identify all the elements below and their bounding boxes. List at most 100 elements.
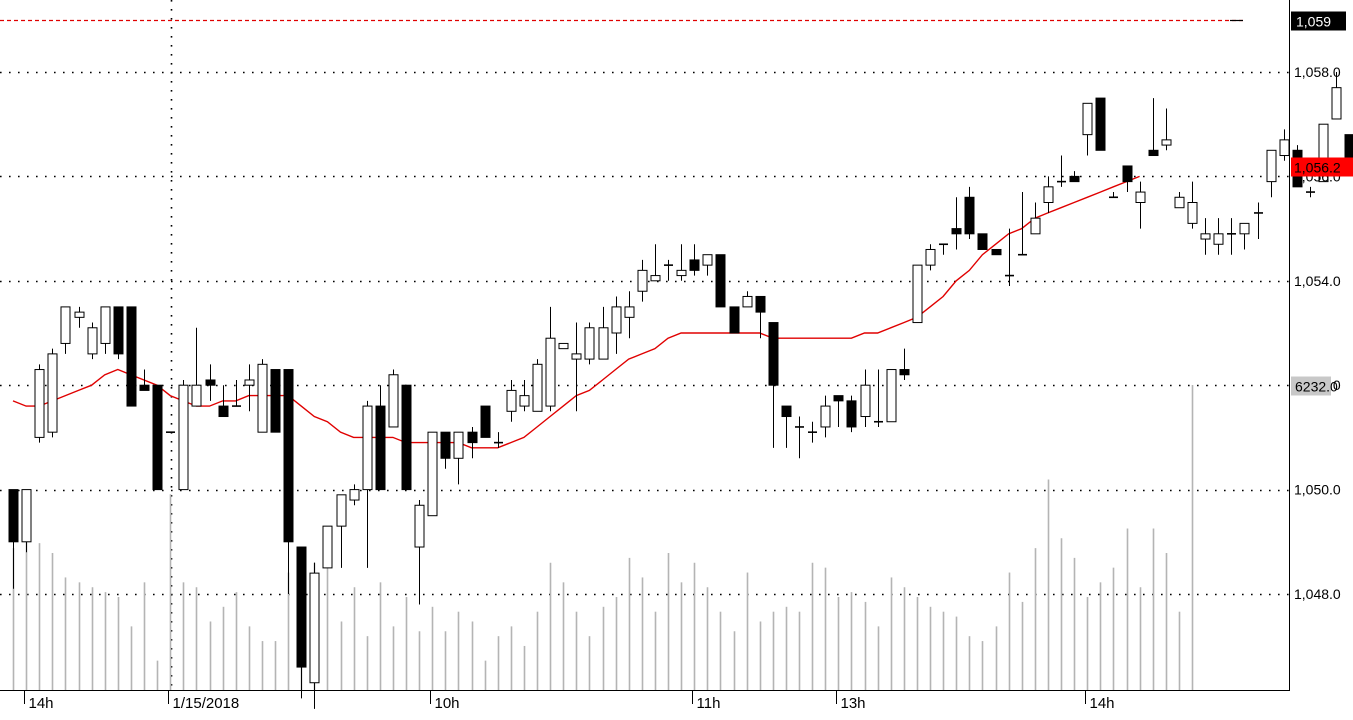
candle-body: [507, 390, 516, 411]
volume-bars: [14, 385, 1193, 690]
candle-body: [310, 573, 319, 683]
candle-body: [245, 380, 254, 385]
candle: [192, 328, 201, 406]
candle: [363, 401, 372, 568]
candle: [1136, 182, 1145, 229]
candle: [468, 427, 477, 458]
candle: [926, 244, 935, 270]
candle: [690, 244, 699, 275]
candle-body: [533, 364, 542, 411]
candle: [625, 291, 634, 338]
candle-body: [1332, 88, 1341, 119]
candle: [415, 500, 424, 604]
candle-body: [585, 328, 594, 359]
candle: [834, 396, 843, 427]
candle: [703, 255, 712, 276]
candle-body: [402, 385, 411, 489]
candle-body: [743, 296, 752, 306]
candle-body: [88, 328, 97, 354]
candle: [1254, 203, 1263, 240]
time-axis-label: 10h: [435, 695, 460, 712]
candle-body: [101, 307, 110, 344]
candle-body: [258, 364, 267, 432]
current-price-label: 1,056.2: [1294, 160, 1341, 176]
candle-body: [900, 370, 909, 375]
candle: [153, 385, 162, 489]
candle-body: [1031, 218, 1040, 234]
candle: [1175, 192, 1184, 208]
candle-body: [520, 396, 529, 406]
candle: [310, 563, 319, 709]
candle: [520, 380, 529, 411]
candle: [861, 370, 870, 427]
candle-body: [1070, 176, 1079, 181]
candle: [323, 526, 332, 568]
candle: [939, 244, 948, 254]
candle: [743, 291, 752, 307]
candle-body: [363, 406, 372, 490]
candle-body: [22, 490, 31, 542]
candle: [1005, 229, 1014, 286]
candle: [206, 364, 215, 401]
candle: [847, 396, 856, 433]
candle-body: [1280, 140, 1289, 156]
candle: [101, 307, 110, 354]
candle-body: [1044, 187, 1053, 203]
candle: [900, 349, 909, 380]
candle-body: [782, 406, 791, 416]
candle: [48, 349, 57, 438]
candle: [1070, 171, 1079, 181]
candle: [35, 364, 44, 442]
time-axis-label: 13h: [841, 695, 866, 712]
candle-body: [1096, 98, 1105, 150]
candle-body: [769, 323, 778, 386]
candle-body: [376, 406, 385, 490]
candle: [140, 370, 149, 391]
candle: [887, 370, 896, 422]
time-axis-label: 11h: [697, 695, 721, 712]
candle-body: [35, 370, 44, 438]
candle: [769, 323, 778, 448]
candle: [481, 406, 490, 437]
price-tick-label: 1,058.0: [1294, 64, 1341, 80]
candle: [507, 380, 516, 422]
candle: [677, 244, 686, 281]
candle-body: [952, 229, 961, 234]
candle: [992, 249, 1001, 254]
candle-body: [114, 307, 123, 354]
candle: [913, 265, 922, 322]
candle-body: [756, 296, 765, 312]
candle-body: [716, 255, 725, 307]
candle-body: [350, 490, 359, 500]
candle-body: [441, 432, 450, 458]
candle-body: [599, 328, 608, 359]
candle: [533, 359, 542, 411]
candle-body: [9, 490, 18, 542]
candle-body: [612, 307, 621, 333]
candle: [1057, 156, 1066, 187]
candle-body: [153, 385, 162, 489]
candle: [127, 307, 136, 406]
candle-body: [834, 396, 843, 401]
time-axis-label: 14h: [29, 695, 54, 712]
candle: [1201, 218, 1210, 255]
candle: [1280, 129, 1289, 160]
candle-body: [179, 385, 188, 489]
candle: [952, 197, 961, 249]
candle-body: [1188, 203, 1197, 224]
candle-body: [75, 312, 84, 317]
candle-body: [913, 265, 922, 322]
candle: [1083, 103, 1092, 155]
candle-body: [730, 307, 739, 333]
candle: [651, 244, 660, 281]
candle-body: [1214, 234, 1223, 244]
candle: [179, 380, 188, 490]
candle-body: [468, 432, 477, 442]
candle-body: [651, 276, 660, 281]
candle-body: [1162, 140, 1171, 145]
candle: [402, 385, 411, 489]
candle-body: [572, 354, 581, 359]
candle-body: [1175, 197, 1184, 207]
candle-body: [271, 370, 280, 433]
